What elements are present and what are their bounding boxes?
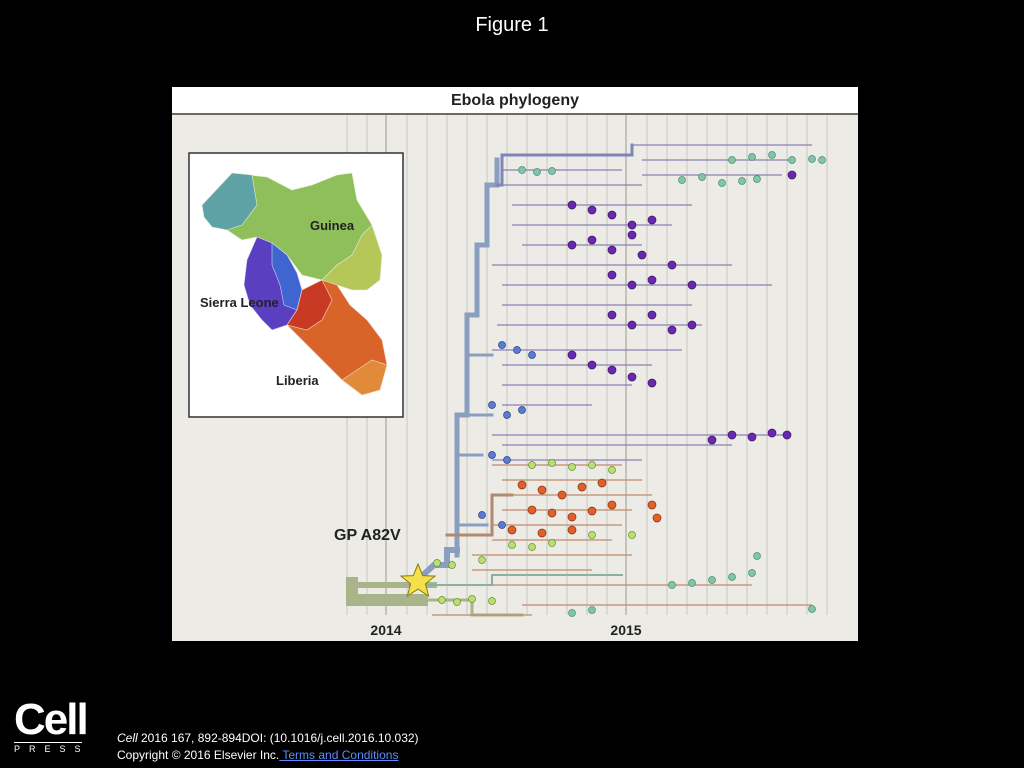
journal-name: Cell xyxy=(117,731,138,745)
inset-map: Guinea Sierra Leone Liberia xyxy=(188,152,404,418)
citation: Cell 2016 167, 892-894DOI: (10.1016/j.ce… xyxy=(117,731,419,745)
tips-lime xyxy=(433,459,636,606)
phylogeny-plot: GP A82V 2014 2015 Guinea Sierra Leone Li… xyxy=(188,115,828,638)
x-tick-2014: 2014 xyxy=(370,622,401,638)
logo-subtitle: PRESS xyxy=(14,742,90,754)
star-icon xyxy=(399,562,437,598)
tips-teal xyxy=(518,151,826,617)
copyright-text: Copyright © 2016 Elsevier Inc. xyxy=(117,748,280,762)
map-label-liberia: Liberia xyxy=(276,373,319,388)
tips-purple xyxy=(567,170,797,445)
mutation-annotation: GP A82V xyxy=(334,527,437,598)
map-label-guinea: Guinea xyxy=(310,218,355,233)
cell-press-logo: Cell PRESS xyxy=(14,695,90,754)
mutation-label: GP A82V xyxy=(334,527,401,544)
branches-orange xyxy=(432,464,812,616)
tips-orange xyxy=(507,478,662,538)
x-tick-2015: 2015 xyxy=(610,622,641,638)
figure-panel: Ebola phylogeny xyxy=(172,87,858,641)
panel-title: Ebola phylogeny xyxy=(172,87,858,115)
copyright-line: Copyright © 2016 Elsevier Inc. Terms and… xyxy=(117,748,398,762)
x-axis: 2014 2015 xyxy=(370,622,641,638)
branches-purple xyxy=(492,144,812,461)
tips-blue xyxy=(478,341,536,529)
figure-title: Figure 1 xyxy=(475,14,549,36)
logo-word: Cell xyxy=(14,695,89,744)
citation-details: 2016 167, 892-894DOI: (10.1016/j.cell.20… xyxy=(137,731,419,745)
terms-link[interactable]: Terms and Conditions xyxy=(279,748,399,762)
map-label-sierra-leone: Sierra Leone xyxy=(200,295,279,310)
